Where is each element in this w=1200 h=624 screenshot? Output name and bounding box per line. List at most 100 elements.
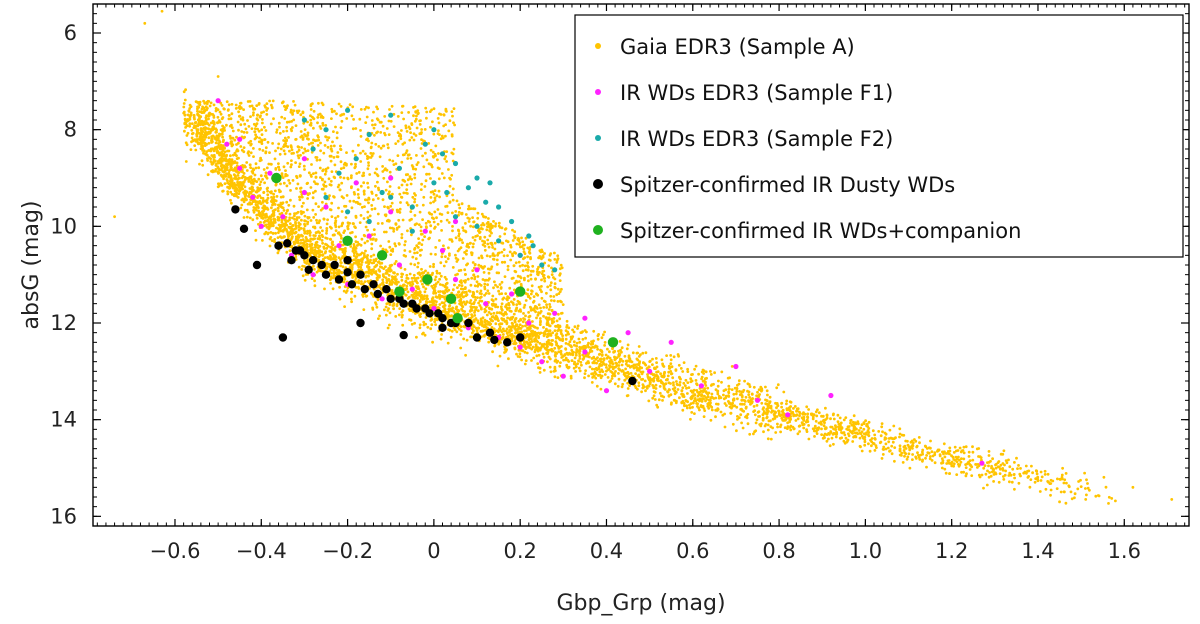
sample-a-point xyxy=(184,126,188,129)
sample-a-point xyxy=(590,381,594,384)
sample-a-point xyxy=(371,152,375,155)
sample-a-point xyxy=(328,265,332,269)
sample-a-point xyxy=(720,380,723,384)
sample-a-point xyxy=(906,439,909,443)
sample-a-point xyxy=(193,117,196,121)
sample-a-point xyxy=(248,216,252,220)
sample-a-point xyxy=(261,178,264,181)
sample-a-point xyxy=(416,161,420,164)
sample-a-point xyxy=(609,370,613,373)
sample-a-point xyxy=(634,386,638,390)
sample-a-point xyxy=(837,422,841,426)
sample-a-point xyxy=(190,136,194,140)
sample-a-point xyxy=(488,323,492,327)
sample-a-point xyxy=(624,367,627,371)
sample-a-point xyxy=(297,156,301,160)
sample-a-point xyxy=(439,274,443,278)
sample-a-point xyxy=(1073,496,1076,500)
sample-a-point xyxy=(400,278,404,282)
sample-a-point xyxy=(940,461,943,465)
sample-a-point xyxy=(309,108,313,111)
sample-a-point xyxy=(262,204,266,208)
sample-a-point xyxy=(406,290,410,294)
sample-a-point xyxy=(596,347,599,351)
sample-a-point xyxy=(556,287,560,291)
sample-a-point xyxy=(324,124,328,127)
sample-a-point xyxy=(696,402,699,406)
sample-a-point xyxy=(336,185,340,189)
sample-a-point xyxy=(868,449,872,453)
sample-a-point xyxy=(291,216,294,220)
sample-a-point xyxy=(510,321,514,325)
sample-a-point xyxy=(418,210,422,214)
sample-a-point xyxy=(505,348,508,352)
sample-a-point xyxy=(200,132,204,136)
sample-a-point xyxy=(765,415,769,419)
sample-a-point xyxy=(369,291,373,295)
sample-a-point xyxy=(231,136,235,140)
sample-a-point xyxy=(888,428,892,432)
sample-a-point xyxy=(942,442,946,446)
sample-a-point xyxy=(387,307,390,310)
sample-a-point xyxy=(325,247,329,250)
sample-a-point xyxy=(660,394,664,398)
sample-a-point xyxy=(464,314,468,318)
sample-a-point xyxy=(370,207,374,211)
sample-a-point xyxy=(393,281,397,285)
sample-a-point xyxy=(905,457,909,461)
sample-a-point xyxy=(352,199,356,203)
sample-a-point xyxy=(384,313,388,317)
sample-a-point xyxy=(1110,497,1114,500)
sample-a-point xyxy=(318,219,321,223)
sample-a-point xyxy=(461,241,464,245)
sample-a-point xyxy=(546,285,550,289)
sample-a-point xyxy=(681,408,685,412)
sample-a-point xyxy=(994,462,998,466)
sample-a-point xyxy=(242,216,246,219)
sample-a-point xyxy=(540,345,544,348)
sample-a-point xyxy=(211,147,214,151)
sample-a-point xyxy=(873,449,877,452)
sample-a-point xyxy=(261,118,264,121)
sample-a-point xyxy=(553,375,557,379)
sample-a-point xyxy=(209,160,213,163)
sample-a-point xyxy=(863,440,867,444)
sample-a-point xyxy=(449,177,452,181)
sample-a-point xyxy=(323,184,326,188)
sample-a-point xyxy=(205,114,208,118)
sample-a-point xyxy=(186,118,190,122)
sample-a-point xyxy=(443,275,447,279)
sample-a-point xyxy=(440,333,443,336)
sample-a-point xyxy=(730,402,734,406)
sample-a-point xyxy=(366,154,369,158)
sample-a-point xyxy=(543,300,547,303)
sample-a-point xyxy=(257,166,261,170)
sample-a-point xyxy=(494,322,498,326)
sample-a-point xyxy=(524,345,527,349)
sample-a-point xyxy=(559,299,562,303)
sample-a-point xyxy=(1046,472,1050,476)
sample-a-point xyxy=(908,466,912,470)
sample-a-point xyxy=(824,427,828,430)
sample-a-point xyxy=(373,133,376,137)
sample-a-point xyxy=(184,121,187,125)
sample-a-point xyxy=(251,113,255,117)
sample-a-point xyxy=(814,410,818,414)
sample-a-point xyxy=(1069,490,1073,494)
sample-a-point xyxy=(251,186,255,190)
sample-a-point xyxy=(306,197,309,200)
sample-a-point xyxy=(704,390,708,393)
sample-a-point xyxy=(943,455,947,459)
sample-a-point xyxy=(558,273,562,277)
sample-a-point xyxy=(1010,480,1014,484)
sample-a-point xyxy=(287,136,290,139)
sample-a-point xyxy=(411,280,414,284)
sample-a-point xyxy=(459,299,463,303)
sample-a-point xyxy=(321,178,324,182)
sample-a-point xyxy=(752,432,755,436)
sample-a-point xyxy=(933,451,937,455)
sample-a-point xyxy=(958,458,961,462)
sample-a-point xyxy=(292,100,295,103)
sample-a-point xyxy=(537,336,540,340)
sample-a-point xyxy=(789,400,793,404)
